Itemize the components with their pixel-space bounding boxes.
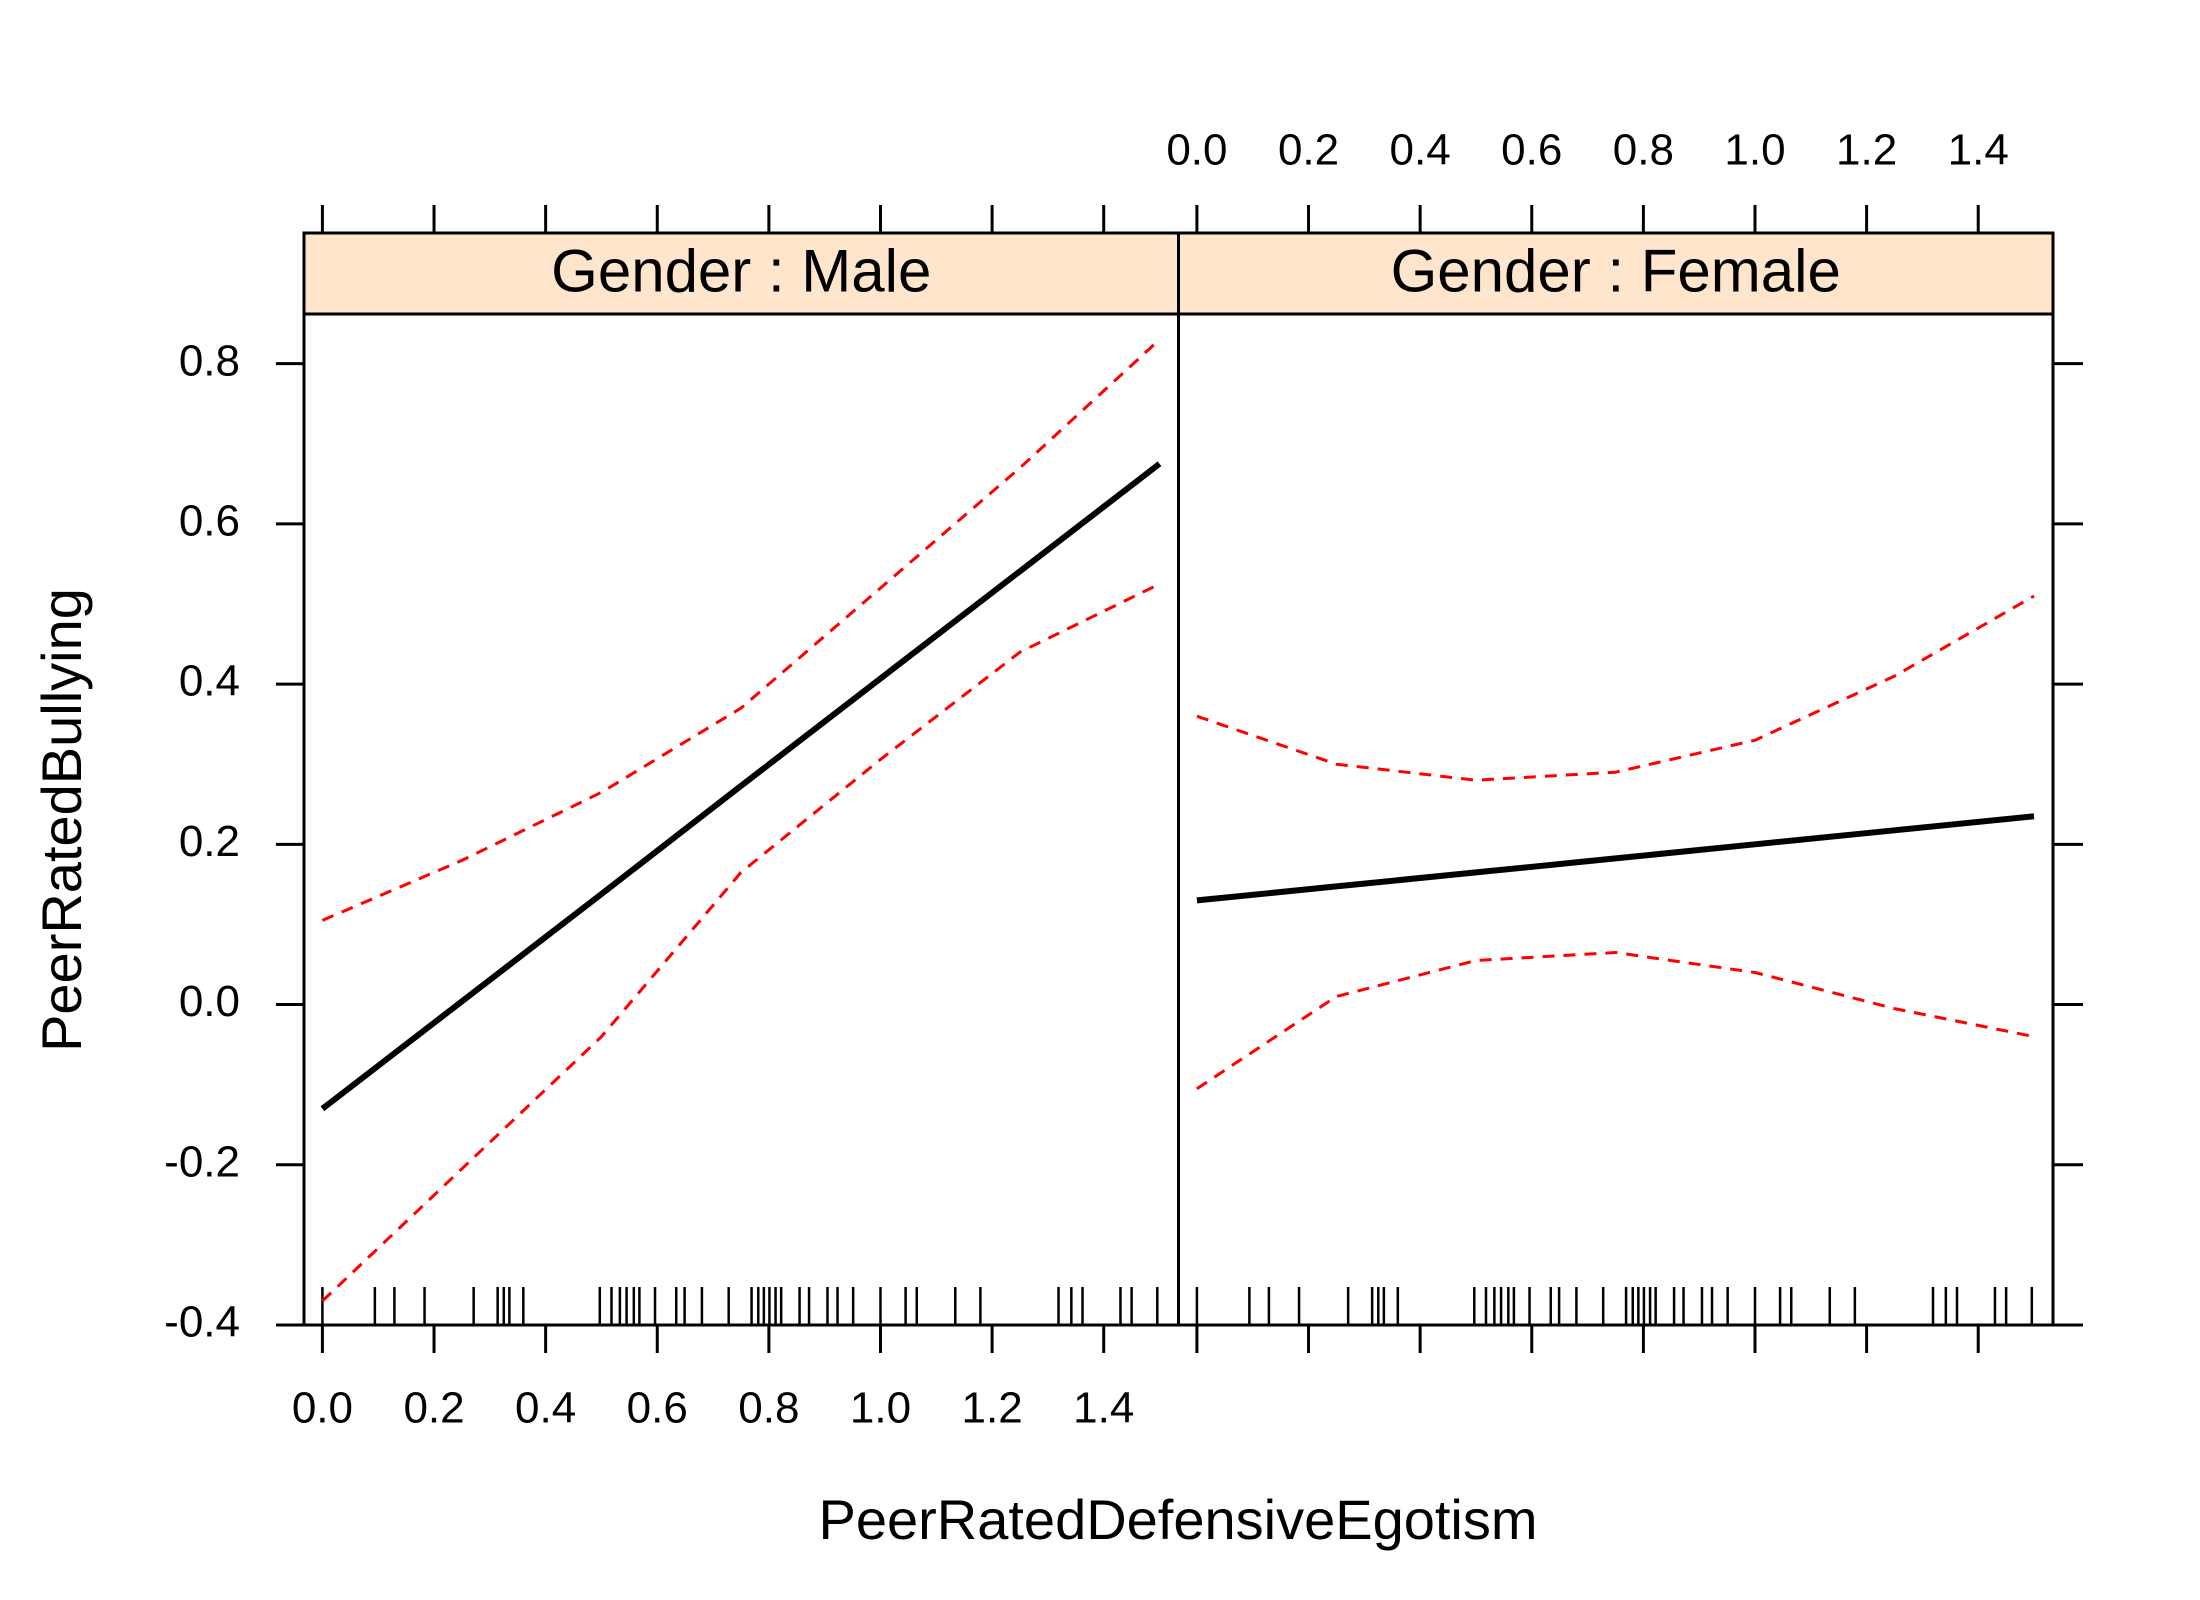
y-axis-label: PeerRatedBullying xyxy=(30,588,93,1052)
x-tick-label-top: 0.4 xyxy=(1390,126,1451,175)
confidence-band xyxy=(321,582,1161,1303)
x-tick-label: 0.4 xyxy=(515,1384,576,1433)
x-tick-label: 1.4 xyxy=(1073,1384,1134,1433)
y-tick-label: 0.8 xyxy=(179,336,240,385)
x-tick-label: 0.0 xyxy=(292,1384,353,1433)
y-tick-label: 0.0 xyxy=(179,977,240,1026)
x-tick-label-top: 1.0 xyxy=(1724,126,1785,175)
x-tick-label: 1.0 xyxy=(850,1384,911,1433)
y-tick-label: 0.2 xyxy=(179,817,240,866)
y-tick-label: -0.4 xyxy=(164,1298,240,1347)
y-tick-label: 0.4 xyxy=(179,657,240,706)
x-tick-label: 0.6 xyxy=(627,1384,688,1433)
confidence-band xyxy=(1196,951,2035,1090)
x-tick-label-top: 1.2 xyxy=(1836,126,1897,175)
strip-title: Gender : Female xyxy=(1391,237,1841,304)
confidence-band xyxy=(321,338,1161,922)
strip-title: Gender : Male xyxy=(551,237,931,304)
y-tick-label: 0.6 xyxy=(179,497,240,546)
x-tick-label-top: 0.0 xyxy=(1166,126,1227,175)
x-tick-label: 0.8 xyxy=(738,1384,799,1433)
panel xyxy=(1177,312,2055,1327)
y-tick-label: -0.2 xyxy=(164,1137,240,1186)
x-tick-label: 1.2 xyxy=(962,1384,1023,1433)
x-tick-label-top: 0.2 xyxy=(1278,126,1339,175)
confidence-band xyxy=(1196,594,2035,782)
x-tick-label-top: 0.6 xyxy=(1501,126,1562,175)
fit-line xyxy=(320,461,1162,1112)
fit-line xyxy=(1196,813,2035,904)
strip xyxy=(1177,231,2055,316)
x-axis-label: PeerRatedDefensiveEgotism xyxy=(818,1488,1537,1551)
x-tick-label: 0.2 xyxy=(403,1384,464,1433)
panel xyxy=(302,312,1180,1327)
x-tick-label-top: 1.4 xyxy=(1948,126,2009,175)
x-tick-label-top: 0.8 xyxy=(1613,126,1674,175)
